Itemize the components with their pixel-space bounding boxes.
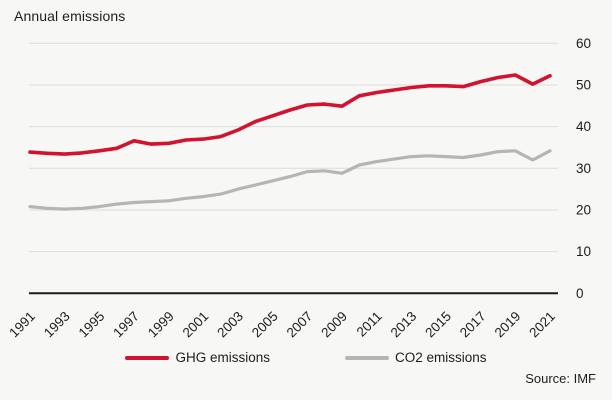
legend-item-ghg: GHG emissions <box>125 350 270 365</box>
x-tick-label: 1991 <box>6 309 38 341</box>
x-axis-labels: 1991 1993 1995 1997 1999 2001 2003 2005 2007 2009… <box>6 309 558 341</box>
x-tick-label: 1995 <box>76 309 108 341</box>
x-tick-label: 2007 <box>284 309 316 341</box>
x-tick-label: 1997 <box>110 309 142 341</box>
y-tick-label: 0 <box>576 286 584 301</box>
x-tick-label: 2019 <box>492 309 524 341</box>
x-tick-label: 2013 <box>388 309 420 341</box>
y-tick-label: 20 <box>576 202 591 217</box>
x-tick-label: 2021 <box>526 309 558 341</box>
gridlines <box>29 42 558 295</box>
y-tick-label: 30 <box>576 161 591 176</box>
x-tick-label: 1999 <box>145 309 177 341</box>
y-tick-label: 10 <box>576 244 591 259</box>
ghg-legend-label: GHG emissions <box>175 350 270 365</box>
x-tick-label: 2009 <box>318 309 350 341</box>
co2-legend-swatch <box>345 355 389 360</box>
series-lines <box>28 73 552 211</box>
ghg-emissions-line <box>28 73 552 156</box>
chart-legend: GHG emissions CO2 emissions <box>0 350 612 365</box>
x-tick-label: 2005 <box>249 309 281 341</box>
source-note: Source: IMF <box>525 371 596 386</box>
chart-title: Annual emissions <box>14 8 126 24</box>
y-tick-label: 50 <box>576 77 591 92</box>
y-axis-labels: 0 10 20 30 40 50 60 <box>576 36 591 301</box>
x-tick-label: 2015 <box>422 309 454 341</box>
ghg-legend-swatch <box>125 355 170 360</box>
y-tick-label: 40 <box>576 119 591 134</box>
x-tick-label: 1993 <box>41 309 73 341</box>
y-tick-label: 60 <box>576 36 591 51</box>
legend-item-co2: CO2 emissions <box>345 350 487 365</box>
co2-emissions-line <box>28 149 552 211</box>
x-tick-label: 2003 <box>214 309 246 341</box>
x-tick-label: 2017 <box>457 309 489 341</box>
x-tick-label: 2011 <box>354 309 385 340</box>
x-tick-label: 2001 <box>180 309 212 341</box>
co2-legend-label: CO2 emissions <box>395 350 487 365</box>
